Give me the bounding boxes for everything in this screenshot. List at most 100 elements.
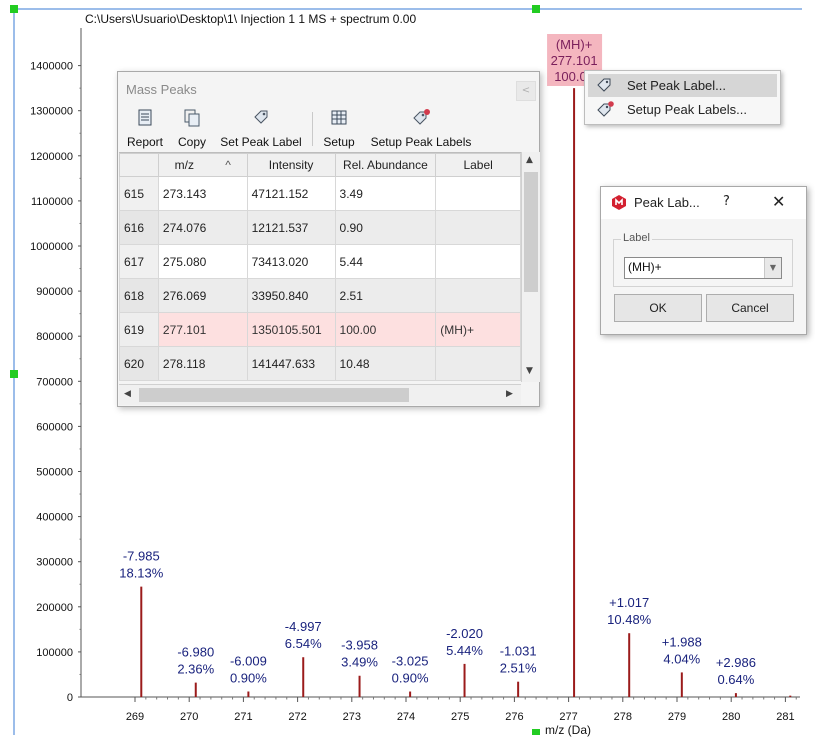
copy-icon — [184, 109, 200, 127]
horizontal-scrollbar[interactable]: ◀ ▶ — [119, 384, 521, 405]
spectrum-title: C:\Users\Usuario\Desktop\1\ Injection 1 … — [85, 12, 417, 26]
selection-handle[interactable] — [532, 729, 540, 735]
cancel-button[interactable]: Cancel — [706, 294, 794, 322]
y-tick-label: 600000 — [36, 421, 73, 433]
copy-label: Copy — [177, 135, 206, 149]
mz-column-header[interactable]: m/z ^ — [157, 153, 248, 177]
vertical-scrollbar[interactable]: ▲ ▼ — [521, 152, 540, 382]
menu-item-label: Setup Peak Labels... — [627, 102, 747, 117]
label-cell[interactable] — [435, 176, 521, 211]
selection-handle[interactable] — [532, 5, 540, 13]
menu-item-label: Set Peak Label... — [627, 78, 727, 93]
row-number: 619 — [119, 312, 159, 347]
y-tick-label: 0 — [67, 692, 73, 704]
table-row[interactable]: 615 273.143 47121.152 3.49 — [119, 176, 521, 211]
abundance-column-header[interactable]: Rel. Abundance — [334, 153, 437, 177]
x-tick-label: 271 — [234, 711, 252, 723]
selection-handle[interactable] — [10, 5, 18, 13]
intensity-cell[interactable]: 1350105.501 — [246, 312, 336, 347]
y-tick-label: 1000000 — [30, 241, 73, 253]
abundance-cell[interactable]: 10.48 — [334, 346, 437, 381]
x-tick-label: 277 — [559, 711, 577, 723]
label-cell[interactable] — [435, 244, 521, 279]
y-tick-label: 300000 — [36, 557, 73, 569]
label-input[interactable] — [628, 260, 758, 274]
abundance-cell[interactable]: 100.00 — [334, 312, 437, 347]
peak-mass-delta: -6.009 — [230, 653, 267, 668]
peak-label-dialog[interactable]: Peak Lab... ? ✕ Label ▼ OK Cancel — [600, 186, 807, 335]
intensity-cell[interactable]: 73413.020 — [246, 244, 336, 279]
label-cell[interactable] — [435, 210, 521, 245]
peak-abundance: 5.44% — [446, 643, 483, 658]
abundance-cell[interactable]: 2.51 — [334, 278, 437, 313]
intensity-cell[interactable]: 141447.633 — [246, 346, 336, 381]
vertical-scroll-thumb[interactable] — [524, 172, 538, 292]
peaks-table[interactable]: m/z ^ Intensity Rel. Abundance Label 615… — [119, 152, 521, 381]
table-row-selected[interactable]: 619 277.101 1350105.501 100.00 (MH)+ — [119, 312, 521, 347]
setup-peak-labels-button[interactable]: Setup Peak Labels — [368, 108, 474, 150]
peak-abundance: 6.54% — [285, 636, 322, 651]
y-tick-label: 800000 — [36, 331, 73, 343]
chevron-down-icon[interactable]: ▼ — [764, 258, 781, 278]
table-row[interactable]: 618 276.069 33950.840 2.51 — [119, 278, 521, 313]
menu-item-set-peak-label[interactable]: Set Peak Label... — [588, 74, 777, 97]
label-combobox[interactable]: ▼ — [624, 257, 782, 279]
y-tick-label: 1400000 — [30, 61, 73, 73]
set-peak-label-label: Set Peak Label — [220, 135, 302, 149]
mz-cell[interactable]: 273.143 — [157, 176, 248, 211]
peak-mass-delta: -3.025 — [392, 654, 429, 669]
mz-cell[interactable]: 274.076 — [157, 210, 248, 245]
peak-abundance: 0.90% — [230, 670, 267, 685]
set-peak-label-button[interactable]: Set Peak Label — [218, 108, 304, 150]
abundance-cell[interactable]: 5.44 — [334, 244, 437, 279]
intensity-cell[interactable]: 47121.152 — [246, 176, 336, 211]
selection-handle[interactable] — [10, 370, 18, 378]
y-tick-label: 100000 — [36, 647, 73, 659]
scroll-left-icon[interactable]: ◀ — [124, 389, 131, 399]
y-tick-label: 200000 — [36, 602, 73, 614]
peak-abundance: 10.48% — [607, 612, 652, 627]
ok-button[interactable]: OK — [614, 294, 702, 322]
abundance-cell[interactable]: 3.49 — [334, 176, 437, 211]
close-icon[interactable]: ✕ — [772, 192, 786, 211]
intensity-cell[interactable]: 12121.537 — [246, 210, 336, 245]
label-cell[interactable] — [435, 346, 521, 381]
scroll-up-icon[interactable]: ▲ — [526, 155, 533, 165]
mz-cell[interactable]: 278.118 — [157, 346, 248, 381]
scroll-right-icon[interactable]: ▶ — [506, 389, 513, 399]
mz-cell[interactable]: 276.069 — [157, 278, 248, 313]
peak-abundance: 4.04% — [663, 651, 700, 666]
label-column-header[interactable]: Label — [435, 153, 521, 177]
label-cell[interactable] — [435, 278, 521, 313]
row-number: 620 — [119, 346, 159, 381]
context-menu[interactable]: Set Peak Label... Setup Peak Labels... — [584, 70, 781, 125]
setup-button[interactable]: Setup — [318, 108, 360, 150]
menu-item-setup-peak-labels[interactable]: Setup Peak Labels... — [588, 98, 777, 121]
intensity-cell[interactable]: 33950.840 — [246, 278, 336, 313]
x-tick-label: 274 — [397, 711, 415, 723]
mz-header-label: m/z — [174, 158, 194, 172]
copy-button[interactable]: Copy — [174, 108, 210, 150]
scroll-down-icon[interactable]: ▼ — [526, 366, 533, 376]
table-row[interactable]: 616 274.076 12121.537 0.90 — [119, 210, 521, 245]
table-row[interactable]: 617 275.080 73413.020 5.44 — [119, 244, 521, 279]
row-number-header[interactable] — [119, 153, 159, 177]
label-cell[interactable]: (MH)+ — [435, 312, 521, 347]
x-axis-label: m/z (Da) — [545, 723, 591, 737]
report-button[interactable]: Report — [124, 108, 166, 150]
collapse-button[interactable]: < — [516, 81, 536, 101]
help-button[interactable]: ? — [723, 194, 730, 209]
mz-cell[interactable]: 277.101 — [157, 312, 248, 347]
peak-abundance: 0.90% — [392, 671, 429, 686]
peak-abundance: 0.64% — [717, 672, 754, 687]
intensity-column-header[interactable]: Intensity — [246, 153, 336, 177]
dialog-titlebar[interactable]: Peak Lab... ? ✕ — [601, 187, 806, 219]
horizontal-scroll-thumb[interactable] — [139, 388, 409, 402]
mass-peaks-window[interactable]: Mass Peaks < Report Copy Set Peak Label … — [117, 71, 540, 407]
table-row[interactable]: 620 278.118 141447.633 10.48 — [119, 346, 521, 381]
x-tick-label: 281 — [776, 711, 794, 723]
x-tick-label: 273 — [343, 711, 361, 723]
abundance-cell[interactable]: 0.90 — [334, 210, 437, 245]
mz-cell[interactable]: 275.080 — [157, 244, 248, 279]
